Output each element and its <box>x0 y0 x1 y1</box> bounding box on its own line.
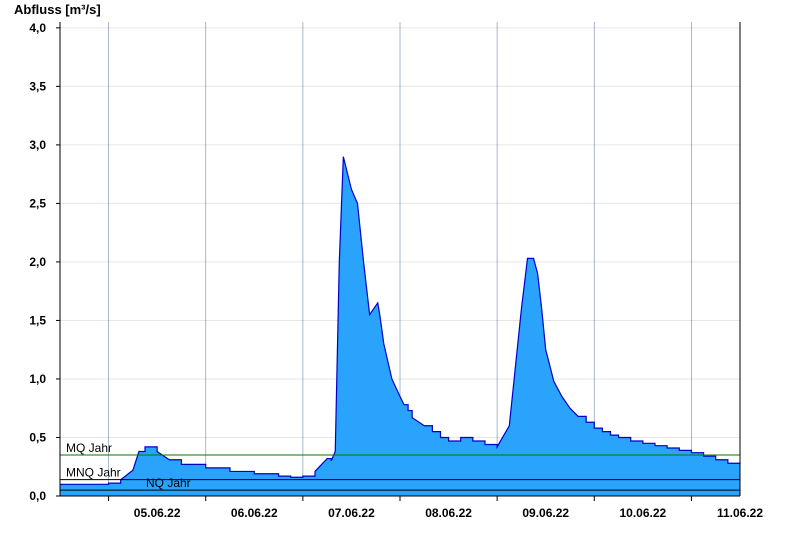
y-tick-label: 1,5 <box>29 313 46 327</box>
reference-line-label: MNQ Jahr <box>66 466 121 480</box>
y-tick-label: 4,0 <box>29 21 46 35</box>
x-tick-label: 05.06.22 <box>134 506 181 520</box>
y-tick-label: 0,5 <box>29 430 46 444</box>
discharge-area <box>60 156 740 496</box>
day-separators <box>108 22 692 496</box>
y-tick-label: 3,5 <box>29 79 46 93</box>
x-tick-label: 06.06.22 <box>231 506 278 520</box>
axes <box>56 22 741 501</box>
x-tick-label: 09.06.22 <box>522 506 569 520</box>
reference-lines: MQ Jahr MNQ Jahr NQ Jahr <box>60 441 740 491</box>
y-tick-label: 0,0 <box>29 489 46 503</box>
x-tick-label: 07.06.22 <box>328 506 375 520</box>
y-tick-label: 2,5 <box>29 196 46 210</box>
x-tick-label: 11.06.22 <box>717 506 763 520</box>
y-axis-title: Abfluss [m³/s] <box>14 2 101 17</box>
discharge-line <box>60 156 741 485</box>
y-tick-label: 3,0 <box>29 138 46 152</box>
x-tick-labels: 05.06.22 06.06.22 07.06.22 08.06.22 09.06.22… <box>134 506 764 520</box>
x-tick-label: 08.06.22 <box>425 506 472 520</box>
y-tick-label: 2,0 <box>29 255 46 269</box>
y-tick-label: 1,0 <box>29 372 46 386</box>
discharge-area-group <box>60 156 741 496</box>
reference-line-label: MQ Jahr <box>66 441 112 455</box>
x-tick-label: 10.06.22 <box>619 506 666 520</box>
y-tick-labels: 0,0 0,5 1,0 1,5 2,0 2,5 3,0 3,5 4,0 <box>29 21 46 503</box>
reference-line-label: NQ Jahr <box>146 476 191 490</box>
